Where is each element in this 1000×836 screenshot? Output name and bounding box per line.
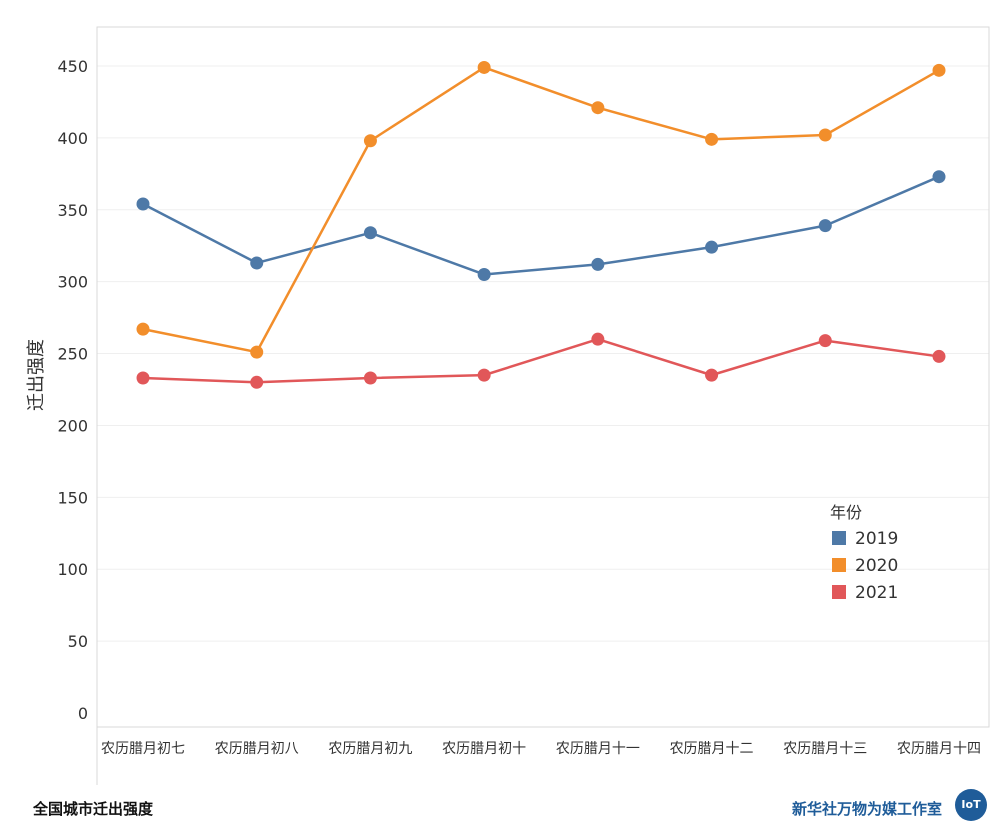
data-point [818,219,832,233]
series-line [142,175,940,276]
x-tick-label: 农历腊月初七 [101,740,185,757]
data-point [363,134,377,148]
data-point [932,349,946,363]
x-tick-label: 农历腊月初九 [328,740,412,757]
series-2019 [136,170,946,281]
series-line [142,337,940,384]
y-tick-label: 50 [68,632,88,651]
data-point [705,368,719,382]
data-point [136,322,150,336]
y-tick-label: 350 [57,201,88,220]
legend-title: 年份 [830,503,862,522]
x-tick-label: 农历腊月初十 [442,740,526,757]
series-2020 [136,60,946,359]
studio-credit: 新华社万物为媒工作室 [791,800,942,818]
data-point [477,60,491,74]
data-point [363,226,377,240]
y-axis-label: 迁出强度 [26,339,47,411]
y-tick-label: 150 [57,488,88,507]
legend-label: 2020 [855,556,898,576]
data-point [705,240,719,254]
y-tick-labels: 0 50 100 150 200 250 300 350 400 450 [57,57,88,723]
data-point [250,256,264,270]
x-tick-labels: 农历腊月初七 农历腊月初八 农历腊月初九 农历腊月初十 农历腊月十一 农历腊月十二 农历腊月… [101,740,981,757]
x-tick-label: 农历腊月初八 [215,740,299,757]
x-tick-label: 农历腊月十四 [897,741,981,757]
x-tick-label: 农历腊月十二 [670,741,754,757]
legend-swatch [832,558,846,572]
data-point [932,170,946,184]
chart-caption: 全国城市迁出强度 [33,800,154,818]
legend: 年份 2019 2020 2021 [830,503,898,603]
series-line [142,66,940,354]
data-point [818,334,832,348]
legend-swatch [832,585,846,599]
plot-frame [96,26,990,728]
y-tick-label: 100 [57,560,88,579]
data-point [136,371,150,385]
data-point [932,63,946,77]
line-chart: 0 50 100 150 200 250 300 350 400 450 农历腊月初七 农历腊月初八… [26,26,990,785]
data-point [705,132,719,146]
iot-logo: IoT [955,789,987,821]
gridlines [97,65,989,642]
series-2021 [136,332,946,389]
data-point [477,267,491,281]
data-point [591,332,605,346]
x-tick-label: 农历腊月十三 [783,741,867,757]
y-tick-label: 200 [57,416,88,435]
data-point [818,128,832,142]
series-lines [136,60,946,389]
data-point [136,197,150,211]
x-tick-label: 农历腊月十一 [556,741,640,757]
y-tick-label: 400 [57,129,88,148]
y-tick-label: 0 [78,704,88,723]
y-tick-label: 300 [57,273,88,292]
data-point [250,375,264,389]
y-tick-label: 250 [57,345,88,364]
legend-label: 2021 [855,583,898,603]
data-point [477,368,491,382]
legend-swatch [832,531,846,545]
legend-label: 2019 [855,529,898,549]
data-point [591,101,605,115]
data-point [363,371,377,385]
y-tick-label: 450 [57,57,88,76]
data-point [250,345,264,359]
data-point [591,257,605,271]
